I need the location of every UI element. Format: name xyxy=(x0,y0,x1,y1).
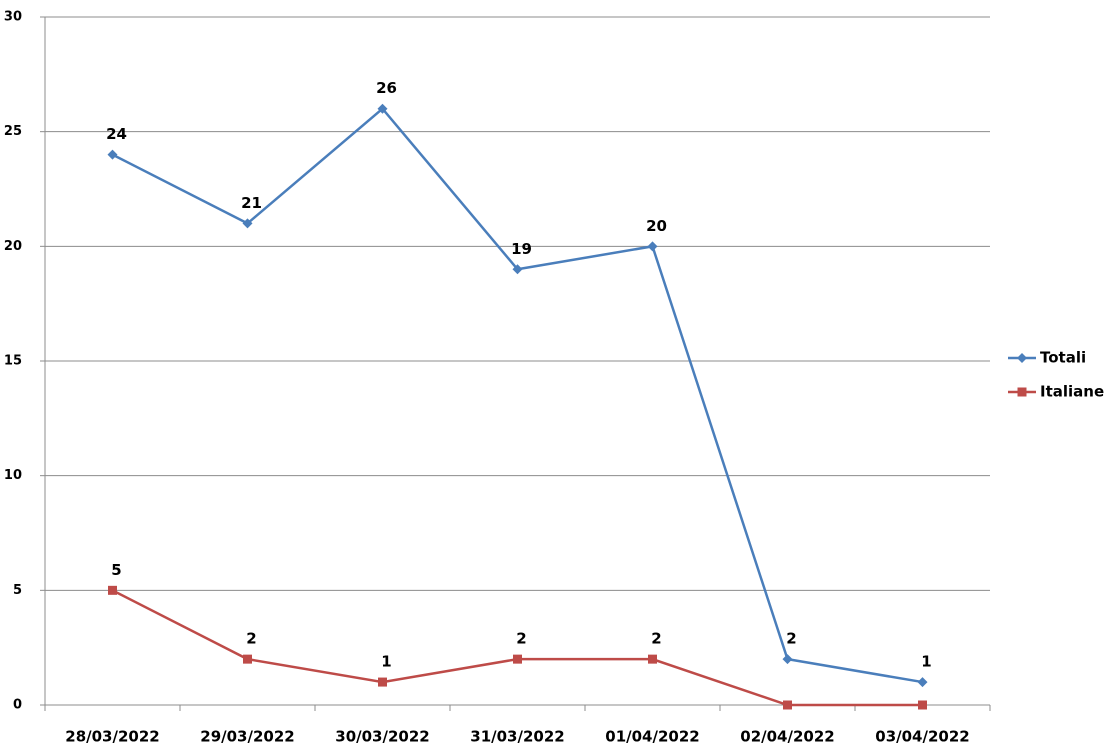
data-label: 21 xyxy=(241,194,262,212)
legend-label: Totali xyxy=(1040,349,1086,367)
marker xyxy=(782,654,793,665)
marker xyxy=(783,700,792,710)
y-tick-label: 20 xyxy=(4,239,22,254)
data-label: 2 xyxy=(651,630,661,648)
x-tick-label: 28/03/2022 xyxy=(65,728,159,746)
marker xyxy=(243,654,252,664)
data-label: 2 xyxy=(786,630,796,648)
data-label: 1 xyxy=(381,653,391,671)
legend-label: Italiane xyxy=(1040,383,1104,401)
data-label: 24 xyxy=(106,125,127,143)
marker xyxy=(108,585,117,595)
marker xyxy=(648,654,657,664)
marker xyxy=(647,241,658,252)
x-tick-label: 31/03/2022 xyxy=(470,728,564,746)
data-label: 5 xyxy=(111,561,121,579)
data-label: 2 xyxy=(516,630,526,648)
data-label: 26 xyxy=(376,79,397,97)
y-tick-label: 10 xyxy=(4,468,22,483)
x-tick-label: 29/03/2022 xyxy=(200,728,294,746)
x-tick-label: 30/03/2022 xyxy=(335,728,429,746)
marker xyxy=(512,264,523,275)
x-tick-label: 01/04/2022 xyxy=(605,728,699,746)
data-label: 2 xyxy=(246,630,256,648)
y-tick-label: 15 xyxy=(4,354,22,369)
y-tick-label: 25 xyxy=(4,124,22,139)
marker xyxy=(1017,353,1027,363)
marker xyxy=(378,677,387,687)
marker xyxy=(917,677,928,688)
data-label: 20 xyxy=(646,217,667,235)
series-line xyxy=(111,589,923,707)
x-tick-label: 02/04/2022 xyxy=(740,728,834,746)
series-line xyxy=(111,106,923,684)
marker xyxy=(1017,387,1027,397)
y-tick-label: 5 xyxy=(13,583,22,598)
y-tick-label: 0 xyxy=(13,698,22,713)
marker xyxy=(242,218,253,229)
marker xyxy=(377,103,388,114)
x-tick-label: 03/04/2022 xyxy=(875,728,969,746)
marker xyxy=(918,700,927,710)
data-label: 1 xyxy=(921,653,931,671)
marker xyxy=(513,654,522,664)
y-tick-label: 30 xyxy=(4,10,22,25)
data-label: 19 xyxy=(511,240,532,258)
marker xyxy=(107,149,118,160)
